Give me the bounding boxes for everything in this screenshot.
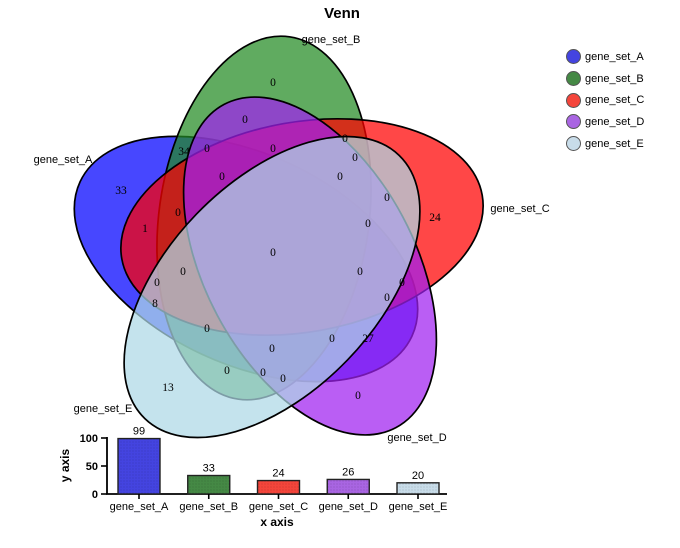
bar-category-label: gene_set_E bbox=[389, 501, 448, 513]
venn-region-count: 0 bbox=[342, 133, 348, 145]
legend-item: gene_set_A bbox=[566, 46, 644, 68]
legend-swatch-gene-set-e-icon bbox=[566, 136, 581, 152]
venn-region-count: 24 bbox=[429, 212, 441, 224]
venn-region-count: 0 bbox=[365, 218, 371, 230]
venn-region-count: 33 bbox=[115, 185, 127, 197]
legend-swatch-gene-set-d-icon bbox=[566, 114, 581, 130]
venn-region-count: 0 bbox=[154, 277, 160, 289]
y-tick-label: 100 bbox=[80, 433, 98, 445]
bar-category-label: gene_set_B bbox=[179, 501, 238, 513]
venn-region-count: 0 bbox=[280, 373, 286, 385]
venn-region-count: 0 bbox=[219, 171, 225, 183]
bar-texture bbox=[397, 482, 439, 494]
venn-region-count: 34 bbox=[178, 146, 190, 158]
venn-region-count: 13 bbox=[162, 382, 174, 394]
bar-value-label: 26 bbox=[342, 466, 354, 478]
bar-value-label: 24 bbox=[272, 468, 284, 480]
venn-region-count: 0 bbox=[204, 323, 210, 335]
venn-set-label-gene_set_E: gene_set_E bbox=[74, 403, 133, 415]
venn-region-count: 0 bbox=[270, 143, 276, 155]
bar-texture bbox=[187, 475, 230, 494]
venn-region-count: 0 bbox=[352, 152, 358, 164]
legend-swatch-gene-set-c-icon bbox=[566, 92, 581, 108]
venn-region-count: 27 bbox=[362, 333, 374, 345]
bar-value-label: 99 bbox=[133, 426, 145, 438]
bar-category-label: gene_set_C bbox=[249, 501, 308, 513]
legend-item: gene_set_C bbox=[566, 89, 644, 111]
venn-region-count: 0 bbox=[357, 266, 363, 278]
venn-ellipse-gene_set_E bbox=[123, 135, 421, 439]
venn-region-count: 0 bbox=[224, 365, 230, 377]
bar-value-label: 20 bbox=[412, 470, 424, 482]
legend-swatch-gene-set-a-icon bbox=[566, 49, 581, 65]
bar-value-label: 33 bbox=[203, 463, 215, 475]
bar-texture bbox=[327, 479, 370, 494]
venn-region-count: 8 bbox=[152, 298, 158, 310]
venn-set-label-gene_set_D: gene_set_D bbox=[387, 432, 446, 444]
legend-label: gene_set_A bbox=[585, 50, 644, 63]
y-tick-label: 50 bbox=[86, 461, 98, 473]
venn-region-count: 0 bbox=[204, 143, 210, 155]
bar-category-label: gene_set_A bbox=[110, 501, 169, 513]
legend-item: gene_set_B bbox=[566, 68, 644, 90]
bar-texture bbox=[257, 480, 300, 494]
venn-region-count: 0 bbox=[337, 171, 343, 183]
venn-set-label-gene_set_A: gene_set_A bbox=[34, 154, 93, 166]
venn-region-count: 0 bbox=[355, 390, 361, 402]
venn-region-count: 0 bbox=[399, 277, 405, 289]
venn-region-count: 0 bbox=[260, 367, 266, 379]
venn-region-count: 0 bbox=[180, 266, 186, 278]
legend-label: gene_set_B bbox=[585, 72, 644, 85]
legend-label: gene_set_E bbox=[585, 137, 644, 150]
venn-region-count: 0 bbox=[329, 333, 335, 345]
venn-region-count: 0 bbox=[384, 192, 390, 204]
bar-category-label: gene_set_D bbox=[319, 501, 378, 513]
venn-region-count: 1 bbox=[142, 223, 148, 235]
venn-region-count: 0 bbox=[270, 247, 276, 259]
bar-texture bbox=[118, 438, 160, 494]
legend-item: gene_set_E bbox=[566, 133, 644, 155]
legend: gene_set_A gene_set_B gene_set_C gene_se… bbox=[566, 46, 644, 154]
legend-swatch-gene-set-b-icon bbox=[566, 71, 581, 87]
venn-region-count: 0 bbox=[175, 207, 181, 219]
venn-set-label-gene_set_B: gene_set_B bbox=[302, 34, 361, 46]
legend-label: gene_set_D bbox=[585, 115, 645, 128]
venn-region-count: 0 bbox=[269, 343, 275, 355]
venn-region-count: 0 bbox=[242, 114, 248, 126]
legend-item: gene_set_D bbox=[566, 111, 644, 133]
venn-region-count: 0 bbox=[384, 292, 390, 304]
x-axis-title: x axis bbox=[260, 515, 294, 529]
legend-label: gene_set_C bbox=[585, 94, 645, 107]
venn-set-label-gene_set_C: gene_set_C bbox=[490, 203, 549, 215]
venn-region-count: 0 bbox=[270, 77, 276, 89]
y-axis-title: y axis bbox=[58, 448, 72, 482]
y-tick-label: 0 bbox=[92, 489, 98, 501]
chart-title: Venn bbox=[324, 5, 360, 22]
